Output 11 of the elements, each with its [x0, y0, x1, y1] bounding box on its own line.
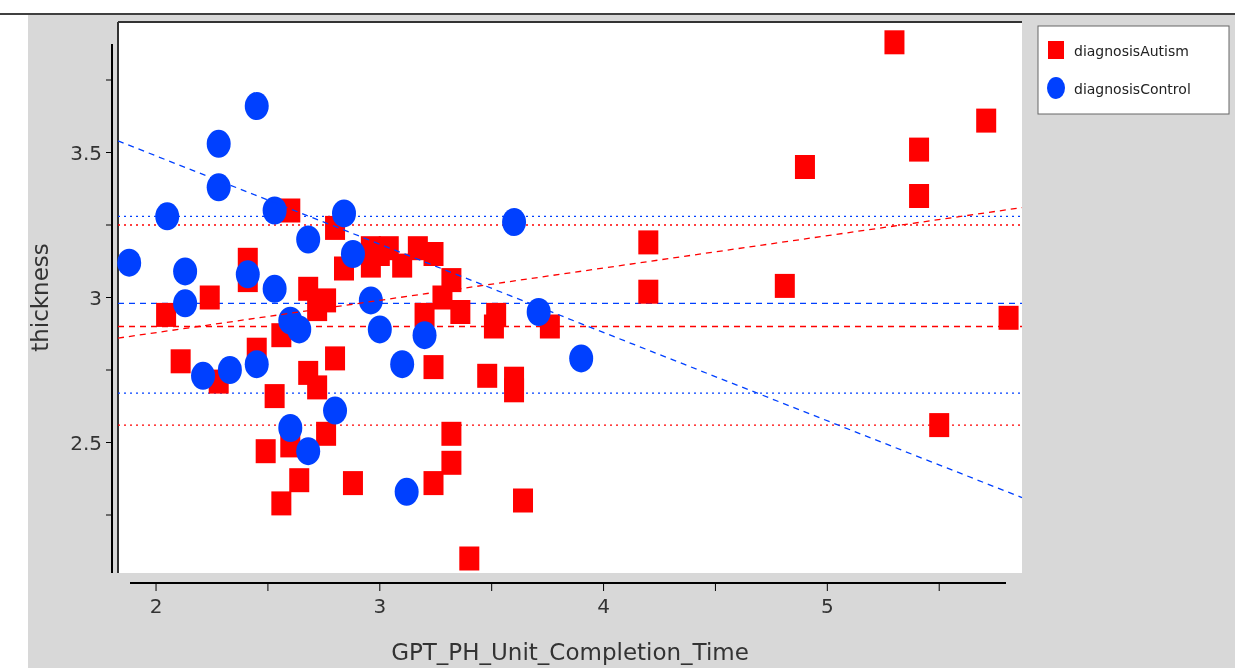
- legend-label: diagnosisAutism: [1074, 43, 1189, 59]
- x-tick-label: 3: [373, 594, 387, 618]
- x-tick-label: 5: [820, 594, 834, 618]
- x-axis-title: GPT_PH_Unit_Completion_Time: [391, 639, 749, 665]
- y-tick-label: 3: [89, 285, 102, 310]
- x-tick-label: 2: [149, 594, 163, 618]
- y-tick-label: 2.5: [70, 430, 102, 455]
- x-tick-label: 4: [597, 594, 610, 618]
- y-axis-title: thickness: [27, 243, 53, 352]
- legend-label: diagnosisControl: [1074, 81, 1191, 97]
- y-tick-label: 3.5: [70, 140, 102, 165]
